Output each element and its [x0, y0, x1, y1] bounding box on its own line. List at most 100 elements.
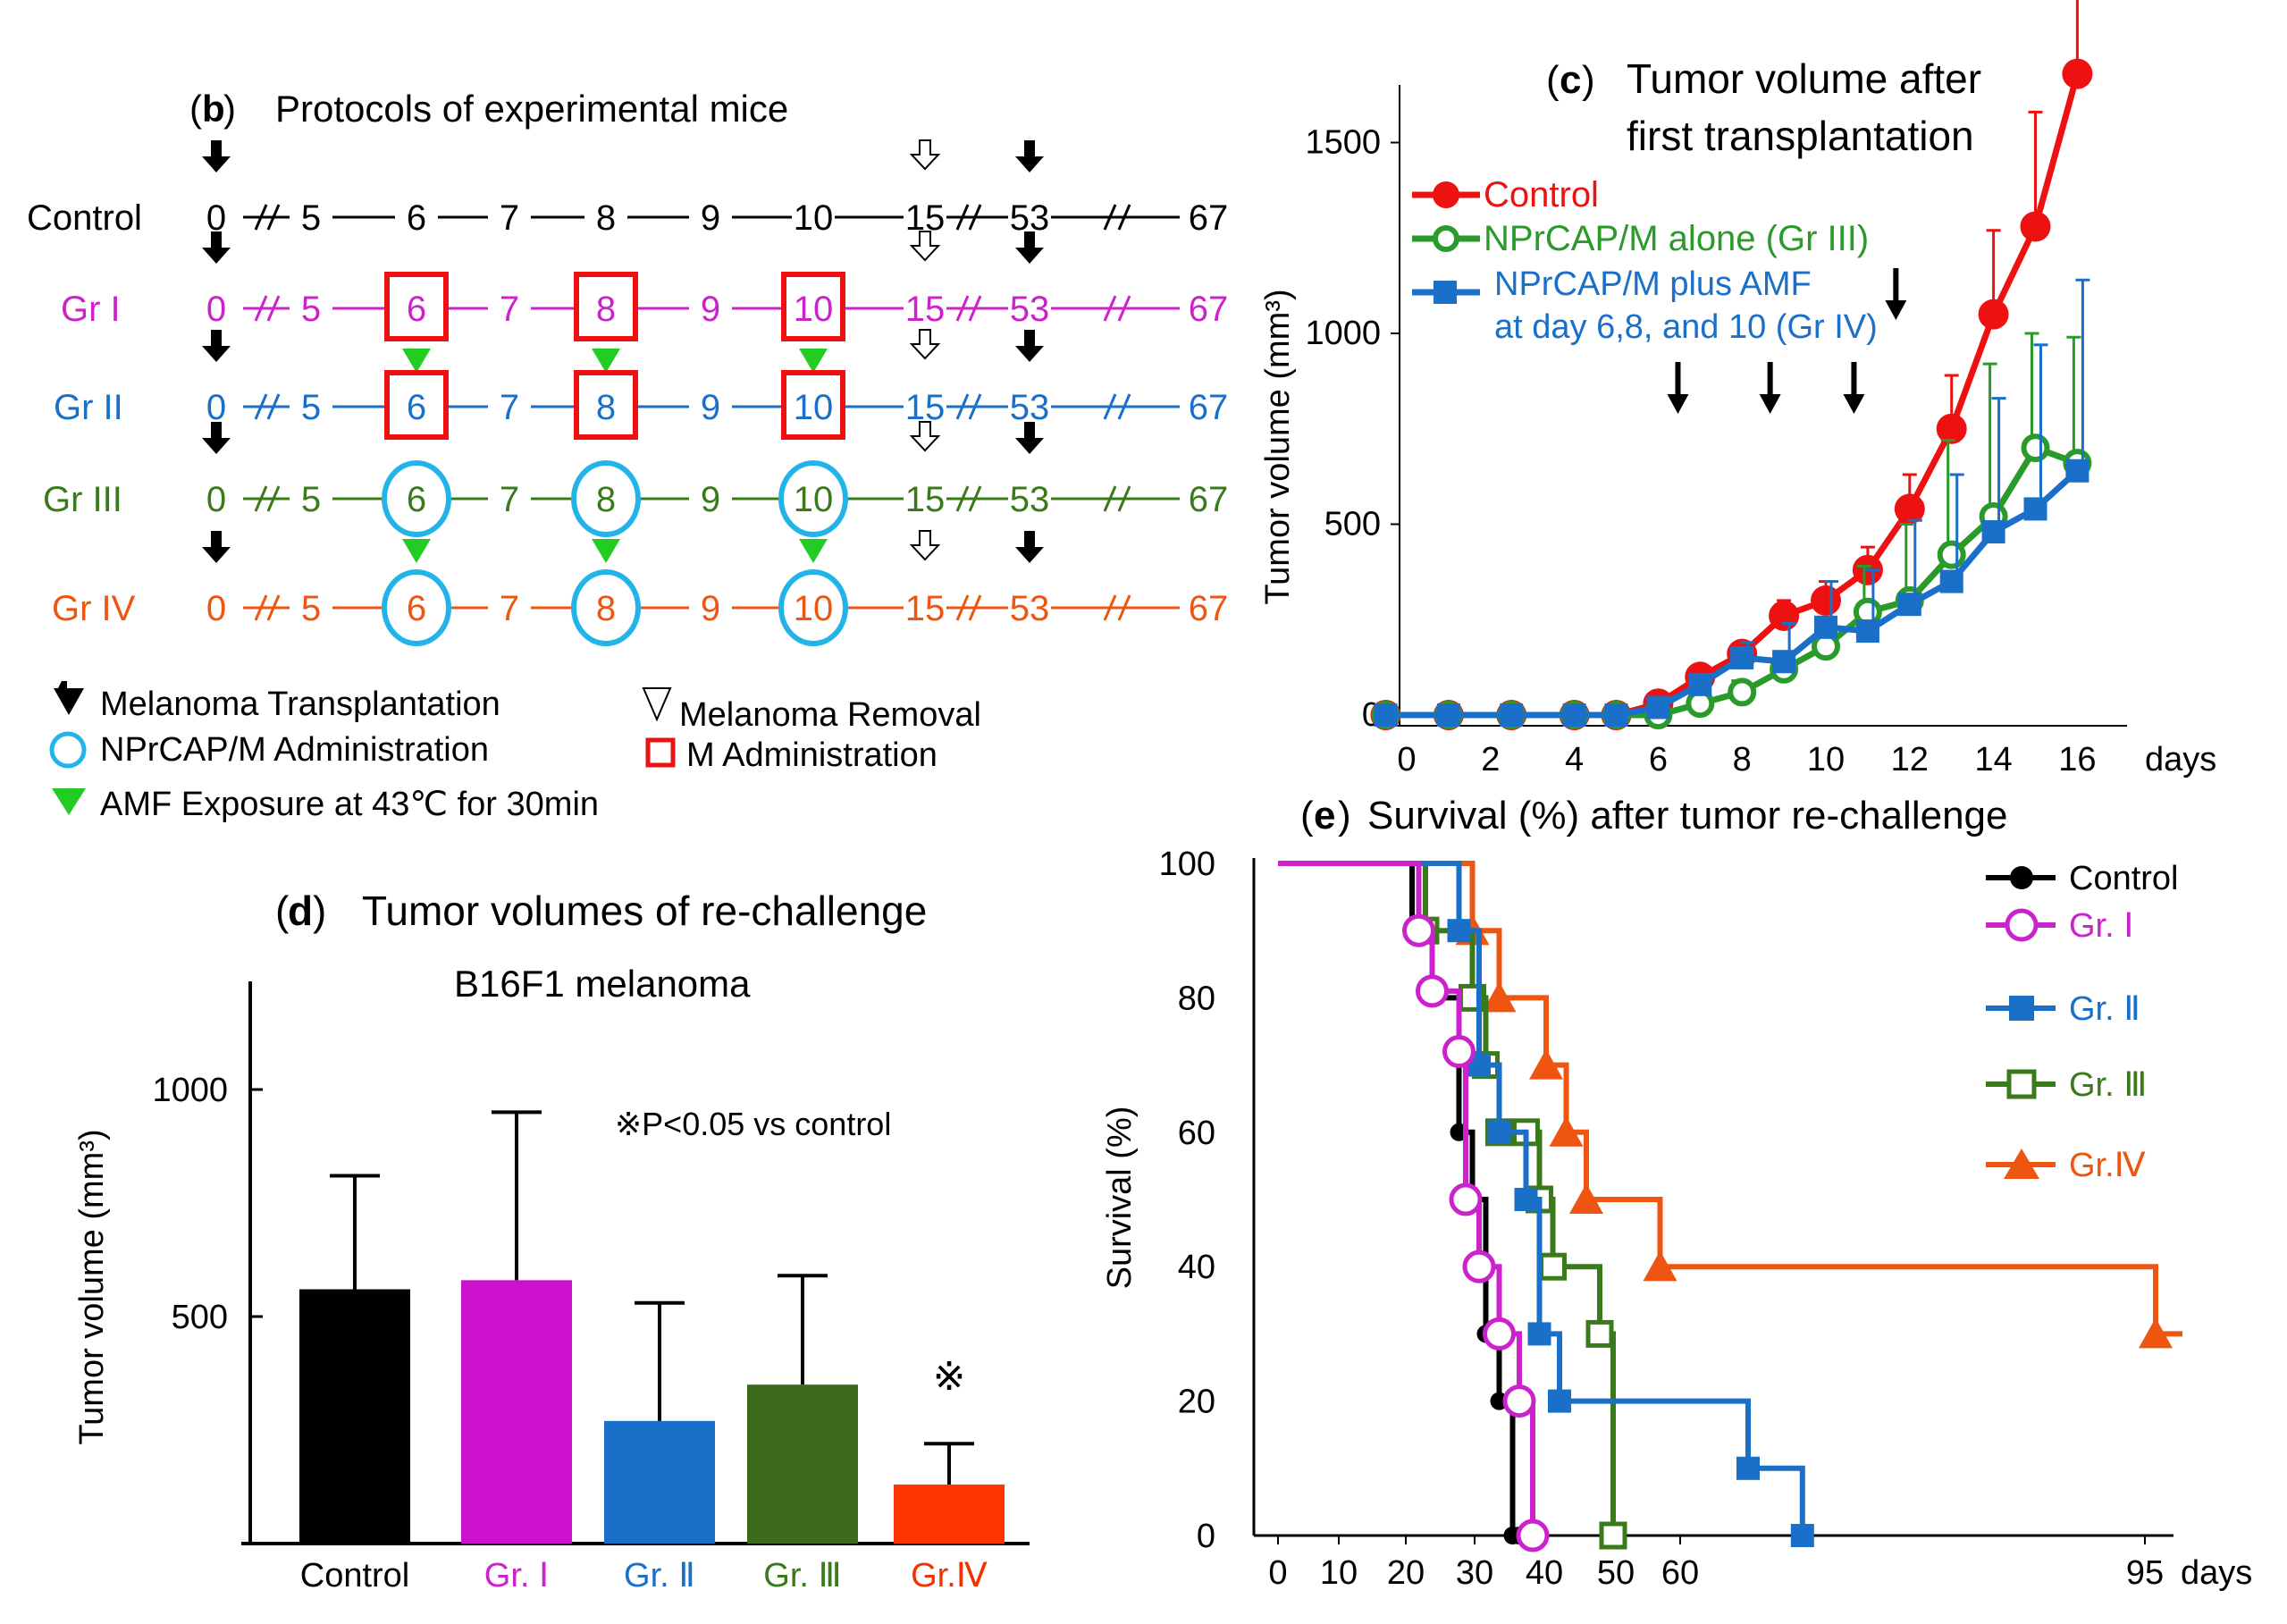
panel-d-chart: ( d ) Tumor volumes of re-challenge B16F… [73, 888, 1030, 1595]
break-mark [1103, 594, 1131, 621]
data-point [2021, 433, 2050, 463]
day-label: 5 [301, 198, 321, 238]
day-bg [290, 588, 332, 627]
nprcap-circle [778, 569, 848, 646]
day-bg [290, 289, 332, 328]
x-tick-label: 30 [1456, 1554, 1493, 1592]
bar [461, 1280, 572, 1544]
data-point [1402, 913, 1435, 947]
legend-swatch-marker [1434, 281, 1457, 304]
x-tick-label: 10 [1320, 1554, 1358, 1592]
day-label: 0 [206, 589, 226, 628]
day-label: 7 [500, 290, 519, 329]
day-bg [290, 198, 332, 237]
data-point [1897, 593, 1921, 617]
data-point [1736, 1456, 1760, 1480]
nprcap-circle-icon [49, 731, 87, 769]
legend-label: Gr.Ⅳ [2069, 1147, 2146, 1184]
bar [747, 1384, 858, 1544]
data-point [1548, 1389, 1571, 1413]
day-label: 5 [301, 290, 321, 329]
data-point [1483, 1317, 1516, 1351]
amf-triangle-icon [592, 349, 620, 373]
panel-d-letter-close: ) [313, 888, 326, 934]
m-admin-square-icon [645, 737, 676, 768]
day-bg [1187, 289, 1230, 328]
day-label: 8 [596, 198, 616, 238]
day-label: 0 [206, 480, 226, 519]
data-point [1500, 703, 1524, 727]
panel-e-title: Survival (%) after tumor re-challenge [1367, 794, 2007, 837]
amf-triangle-icon [52, 788, 86, 815]
survival-step-line [1278, 861, 1616, 1536]
day-label: 0 [206, 290, 226, 329]
removal-arrow-icon [909, 421, 941, 452]
treatment-arrow-icon [1759, 394, 1781, 414]
y-tick-label: 60 [1178, 1115, 1215, 1152]
day-bg [689, 588, 732, 627]
data-point [1894, 493, 1925, 525]
transplant-arrow-icon [1015, 531, 1044, 563]
data-point [1855, 619, 1879, 644]
legend-swatch-marker [2009, 996, 2034, 1021]
day-bg [584, 198, 627, 237]
data-point [1937, 540, 1966, 569]
day-label: 67 [1189, 198, 1229, 238]
data-point [2065, 459, 2089, 483]
day-label: 6 [407, 290, 426, 329]
break-mark [254, 485, 281, 512]
legend-label: NPrCAP/M alone (Gr III) [1484, 219, 1869, 258]
removal-arrow-icon [909, 231, 941, 262]
data-point [1643, 1250, 1677, 1282]
x-tick-label: Gr. Ⅲ [763, 1557, 841, 1595]
row-label: Gr III [43, 480, 122, 519]
day-label: 15 [905, 480, 946, 519]
legend-label: Gr. Ⅲ [2069, 1066, 2147, 1104]
day-label: 67 [1189, 290, 1229, 329]
day-bg [689, 479, 732, 518]
x-tick-label: Gr.Ⅳ [911, 1557, 988, 1595]
panel-c-title-2: first transplantation [1627, 113, 1974, 159]
transplant-arrow-icon [202, 231, 231, 264]
day-label: 67 [1189, 589, 1229, 628]
panel-e-chart: ( e ) Survival (%) after tumor re-challe… [1101, 794, 2252, 1592]
x-tick-label: 16 [2058, 741, 2096, 778]
panel-c-letter: c [1560, 58, 1581, 102]
data-point [1527, 1322, 1551, 1346]
data-point [1790, 1524, 1814, 1547]
break-mark [254, 295, 281, 322]
panel-e-ylabel: Survival (%) [1101, 1107, 1139, 1290]
panel-c-letter-close: ) [1582, 58, 1595, 102]
data-point [1936, 413, 1967, 444]
break-mark [955, 295, 982, 322]
x-tick-label: 50 [1597, 1554, 1635, 1592]
data-point [2139, 1317, 2173, 1349]
x-tick-label: 2 [1481, 741, 1500, 778]
row-label: Gr I [61, 290, 121, 329]
panel-b-letter: b [202, 88, 225, 130]
day-bg [689, 198, 732, 237]
data-point [1462, 1250, 1496, 1283]
break-mark [254, 594, 281, 621]
y-tick-label: 500 [172, 1299, 228, 1336]
day-bg [488, 198, 531, 237]
bar [299, 1289, 410, 1544]
data-point [1516, 1519, 1550, 1552]
data-point [1814, 615, 1837, 639]
data-point [2062, 58, 2093, 89]
legend-swatch-marker [2010, 866, 2033, 889]
day-bg [195, 387, 238, 426]
break-mark [955, 393, 982, 420]
transplant-arrow-icon [202, 531, 231, 563]
transplant-arrow-icon [1015, 330, 1044, 362]
x-tick-label: 60 [1661, 1554, 1699, 1592]
day-bg [1187, 479, 1230, 518]
panel-d-annotation: ※P<0.05 vs control [615, 1106, 891, 1142]
day-label: 53 [1010, 388, 1050, 427]
day-label: 6 [407, 388, 426, 427]
data-point [1811, 585, 1841, 616]
y-tick-label: 1000 [1305, 315, 1381, 352]
panel-b-letter-close: ) [223, 88, 236, 130]
x-tick-label: 0 [1397, 741, 1416, 778]
day-bg [195, 479, 238, 518]
